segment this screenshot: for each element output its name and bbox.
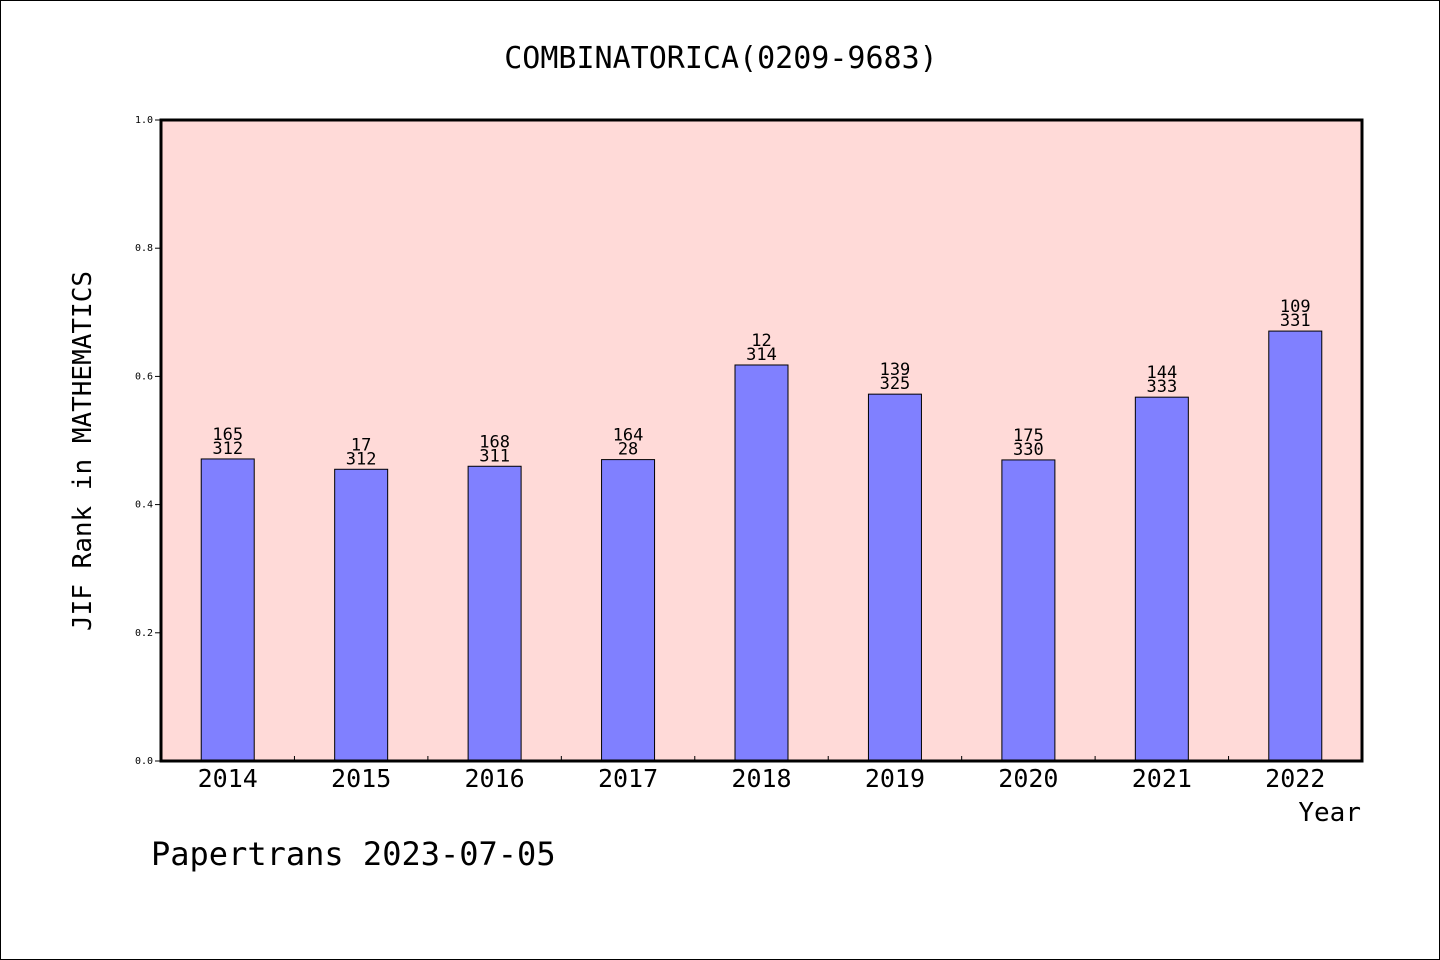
bar-label-total: 325 — [880, 374, 911, 394]
bar-2020 — [1001, 459, 1056, 762]
x-tick-label: 2020 — [998, 764, 1058, 793]
y-tick-label: 0.6 — [135, 371, 153, 382]
bars — [200, 330, 1323, 762]
x-tick-label: 2022 — [1265, 764, 1325, 793]
y-axis: 0.0 0.2 0.4 0.6 0.8 1.0 — [135, 115, 161, 767]
bar-2017 — [601, 459, 656, 762]
bar-2021 — [1134, 396, 1189, 762]
x-tick-label: 2017 — [598, 764, 658, 793]
x-tick-label: 2015 — [331, 764, 391, 793]
bar-2022 — [1268, 330, 1323, 762]
y-tick-label: 0.8 — [135, 243, 153, 254]
y-tick-label: 1.0 — [135, 115, 153, 126]
x-tick-label: 2019 — [865, 764, 925, 793]
x-tick-label: 2021 — [1132, 764, 1192, 793]
bar-label-rank: 139 — [880, 360, 911, 380]
y-tick-label: 0.2 — [135, 628, 153, 639]
bar-2019 — [867, 393, 922, 762]
bar-label-total: 330 — [1013, 440, 1044, 460]
bar-2015 — [334, 468, 389, 762]
bar-2016 — [467, 465, 522, 762]
bar-label-total: 311 — [479, 446, 510, 466]
x-axis: 2014 2015 2016 2017 2018 2019 2020 2021 2022 — [198, 756, 1325, 793]
bar-label-total: 312 — [212, 439, 243, 459]
bar-label-rank: 165 — [212, 425, 243, 445]
footer-credit: Papertrans 2023-07-05 — [151, 835, 556, 873]
bar-label-rank: 12 — [751, 331, 771, 351]
x-axis-label: Year — [1298, 798, 1361, 828]
y-tick-label: 0.4 — [135, 500, 153, 511]
x-tick-label: 2018 — [731, 764, 791, 793]
bar-2018 — [734, 364, 789, 762]
chart-title: COMBINATORICA(0209-9683) — [504, 41, 937, 76]
bar-label-rank: 164 — [613, 426, 644, 446]
y-tick-label: 0.0 — [135, 756, 153, 767]
bar-label-total: 333 — [1146, 377, 1177, 397]
plot-border — [159, 118, 1364, 763]
bar-label-total: 314 — [746, 345, 777, 365]
bar-label-rank: 144 — [1146, 363, 1177, 383]
x-tick-label: 2016 — [465, 764, 525, 793]
bar-label-rank: 175 — [1013, 426, 1044, 446]
bar-label-rank: 109 — [1280, 297, 1311, 317]
bar-label-total: 28 — [618, 440, 638, 460]
y-axis-label: JIF Rank in MATHEMATICS — [68, 271, 98, 631]
bar-label-total: 331 — [1280, 311, 1311, 331]
bar-label-rank: 168 — [479, 432, 510, 452]
bar-label-total: 312 — [346, 449, 377, 469]
bar-2014 — [200, 458, 255, 762]
x-tick-label: 2014 — [198, 764, 258, 793]
bar-label-rank: 17 — [351, 435, 371, 455]
